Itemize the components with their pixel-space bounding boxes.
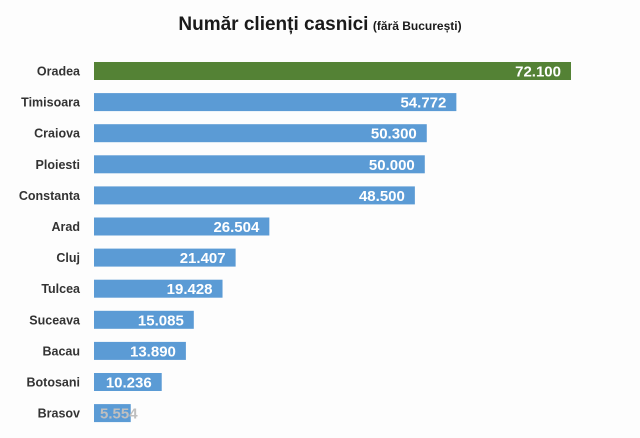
value-label-bacau: 13.890 [130, 343, 176, 360]
value-label-suceava: 15.085 [138, 312, 184, 329]
chart-title-subtitle: (fără București) [372, 19, 462, 33]
value-label-cluj: 21.407 [180, 250, 226, 267]
category-label-timisoara: Timisoara [21, 96, 81, 110]
chart-title-main: Număr clienți casnici [178, 14, 369, 35]
category-label-arad: Arad [52, 220, 80, 234]
category-label-bacau: Bacau [42, 344, 80, 358]
category-label-botosani: Botosani [27, 376, 80, 390]
bar-oradea [94, 62, 571, 80]
value-label-ploiesti: 50.000 [369, 157, 415, 174]
category-label-craiova: Craiova [34, 127, 81, 141]
bar-brasov [94, 404, 131, 423]
value-label-constanta: 48.500 [359, 188, 405, 205]
value-label-timisoara: 54.772 [400, 95, 446, 112]
value-label-botosani: 10.236 [106, 375, 152, 392]
category-label-constanta: Constanta [19, 189, 81, 203]
bar-tulcea [94, 279, 223, 298]
bar-craiova [94, 124, 427, 143]
bar-timisoara [94, 93, 457, 112]
category-label-cluj: Cluj [56, 251, 80, 265]
bar-suceava [94, 310, 194, 329]
value-label-craiova: 50.300 [371, 126, 417, 143]
value-label-oradea: 72.100 [515, 64, 561, 81]
value-label-tulcea: 19.428 [167, 281, 213, 298]
bar-constanta [94, 186, 415, 205]
bar-botosani [94, 373, 162, 391]
bar-arad [94, 217, 270, 236]
value-label-arad: 26.504 [213, 219, 260, 236]
bar-bacau [94, 341, 186, 360]
value-label-brasov: 5.554 [100, 406, 138, 423]
category-label-ploiesti: Ploiesti [36, 158, 80, 172]
chart-title: Număr clienți casnici (fără București) [0, 14, 640, 36]
category-label-oradea: Oradea [37, 65, 81, 79]
bar-ploiesti [94, 155, 425, 174]
category-label-brasov: Brasov [38, 407, 80, 421]
category-label-suceava: Suceava [29, 313, 81, 327]
category-label-tulcea: Tulcea [41, 282, 81, 296]
bar-cluj [94, 248, 236, 267]
